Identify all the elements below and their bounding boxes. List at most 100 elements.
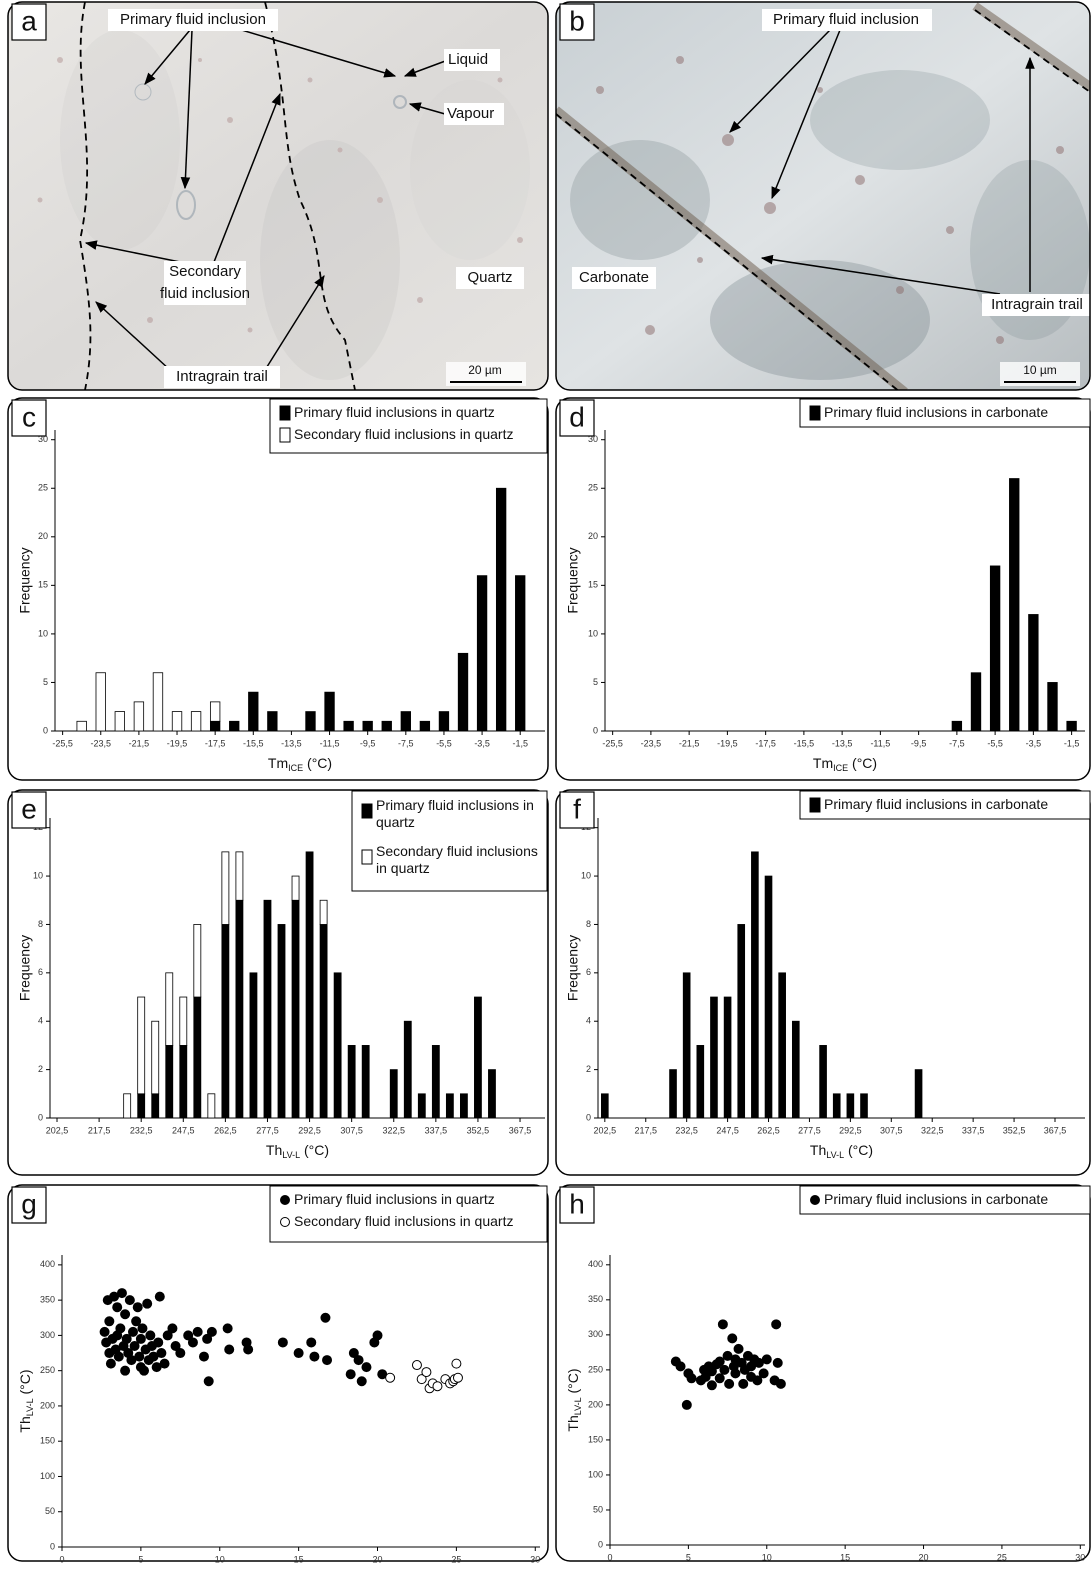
x-tick-label: 202,5 [46,1125,69,1135]
bar [779,973,786,1118]
bar [138,1094,145,1118]
bar [194,997,201,1118]
axis-title-part: Th [266,1142,282,1158]
y-tick-label: 200 [588,1399,603,1409]
x-tick-label: -23,5 [641,738,662,748]
y-tick-label: 250 [40,1365,55,1375]
x-tick-label: 5 [138,1554,143,1564]
point [433,1382,442,1391]
point [122,1334,131,1343]
legend-entry: Primary fluid inclusions in quartz [376,797,541,837]
y-tick-label: 2 [586,1064,591,1074]
point [155,1292,164,1301]
x-tick-label: -25,5 [602,738,623,748]
bar [990,566,1000,731]
panel-label: c [22,401,36,432]
x-tick-label: 30 [1075,1552,1085,1562]
x-tick-label: 30 [530,1554,540,1564]
point [223,1324,232,1333]
bar [711,997,718,1118]
point [278,1338,287,1347]
panel-label: g [21,1188,37,1219]
annotation: Primary fluid inclusion [773,11,919,28]
panel-label: f [573,793,581,824]
point [125,1296,134,1305]
legend-label: Primary fluid inclusions in carbonate [824,796,1086,813]
point [199,1352,208,1361]
x-tick-label: 337,5 [962,1125,985,1135]
bar [724,997,731,1118]
page: Primary fluid inclusion Liquid Vapour Se… [0,0,1092,1565]
point [100,1327,109,1336]
bar [320,900,327,924]
point [725,1379,734,1388]
point [188,1338,197,1347]
y-tick-label: 350 [40,1295,55,1305]
point [105,1317,114,1326]
point [135,1352,144,1361]
axis-title-subscript: ICE [833,763,848,773]
y-tick-label: 10 [581,870,591,880]
bar [363,721,373,731]
bar [404,1021,411,1118]
x-tick-label: 202,5 [594,1125,617,1135]
bar [236,852,243,900]
point [204,1377,213,1386]
bar [249,692,259,731]
point [776,1379,785,1388]
x-tick-label: 15 [294,1554,304,1564]
point [357,1377,366,1386]
panel-label: h [569,1188,585,1219]
chart-panel: 051015202530050100150200250300350400Sali… [556,1185,1090,1565]
point [323,1356,332,1365]
bar [861,1094,868,1118]
x-tick-label: 232,5 [675,1125,698,1135]
annotation: Intragrain trail [176,368,268,385]
bar [134,702,144,731]
x-tick-label: 0 [607,1552,612,1562]
bar [153,673,163,731]
x-tick-label: 337,5 [425,1125,448,1135]
y-tick-label: 6 [586,967,591,977]
y-tick-label: 5 [43,677,48,687]
x-tick-label: 322,5 [382,1125,405,1135]
panel-label: e [21,793,37,824]
bar [166,973,173,1046]
point [759,1369,768,1378]
photo-a: Primary fluid inclusion Liquid Vapour Se… [8,2,548,390]
legend-swatch [810,798,820,812]
legend-swatch [280,406,290,420]
point [386,1373,395,1382]
axis-title-part: (°C) [844,1142,873,1158]
legend-entry: Primary fluid inclusions in carbonate [824,796,1086,816]
bar [152,1021,159,1094]
legend-label: Primary fluid inclusions in carbonate [824,1191,1086,1208]
point [453,1373,462,1382]
bar [194,924,201,997]
x-tick-label: -11,5 [320,738,340,748]
y-tick-label: 0 [50,1541,55,1551]
bar [278,924,285,1118]
x-tick-label: 352,5 [1003,1125,1026,1135]
point [130,1341,139,1350]
point [452,1359,461,1368]
x-tick-label: -15,5 [243,738,264,748]
y-tick-label: 50 [593,1504,603,1514]
y-tick-label: 400 [588,1259,603,1269]
bar [792,1021,799,1118]
bar [418,1094,425,1118]
legend-label: Secondary fluid inclusions in quartz [294,1213,544,1230]
annotation: Primary fluid inclusion [120,11,266,28]
bar [952,721,962,731]
chart-panel: -25,5-23,5-21,5-19,5-17,5-15,5-13,5-11,5… [8,398,548,780]
bar [210,702,220,721]
point [715,1374,724,1383]
axis-title-part: (°C) [300,1142,329,1158]
bar [390,1070,397,1118]
x-tick-label: 15 [840,1552,850,1562]
bar [820,1045,827,1118]
x-tick-label: 217,5 [88,1125,111,1135]
x-tick-label: 25 [451,1554,461,1564]
axis-title-part: Th [17,1416,33,1432]
axis-title: Frequency [17,547,33,613]
